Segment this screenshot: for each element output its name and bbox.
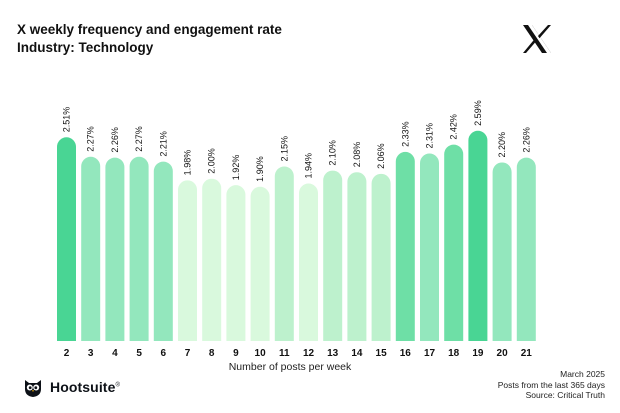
x-tick-5: 5 [136, 348, 142, 359]
footer-source: Source: Critical Truth [525, 390, 605, 400]
value-label-11: 2.15% [279, 136, 289, 162]
x-axis-label: Number of posts per week [228, 361, 352, 373]
x-tick-20: 20 [497, 348, 509, 359]
value-label-3: 2.27% [86, 126, 96, 152]
x-tick-4: 4 [112, 348, 118, 359]
footer-date: March 2025 [560, 369, 605, 379]
x-tick-17: 17 [424, 348, 436, 359]
x-tick-16: 16 [400, 348, 412, 359]
x-tick-9: 9 [233, 348, 239, 359]
value-label-18: 2.42% [449, 114, 459, 140]
x-logo-icon [523, 25, 551, 53]
x-tick-3: 3 [88, 348, 94, 359]
x-tick-15: 15 [376, 348, 388, 359]
x-tick-2: 2 [64, 348, 70, 359]
chart-title: X weekly frequency and engagement rate [17, 22, 282, 37]
x-tick-19: 19 [472, 348, 484, 359]
bar-6 [153, 161, 173, 341]
bar-10 [250, 186, 270, 341]
value-label-16: 2.33% [400, 121, 410, 147]
footer-notes: March 2025 Posts from the last 365 days … [498, 369, 605, 401]
value-label-9: 1.92% [231, 155, 241, 181]
bar-13 [323, 170, 343, 341]
hootsuite-owl-icon [25, 380, 41, 397]
value-label-14: 2.08% [352, 142, 362, 168]
value-label-8: 2.00% [207, 148, 217, 174]
bar-18 [444, 144, 464, 341]
bar-8 [202, 178, 222, 341]
value-label-15: 2.06% [376, 143, 386, 169]
bar-21 [516, 157, 536, 341]
bar-11 [274, 166, 294, 341]
value-label-5: 2.27% [134, 126, 144, 152]
bar-17 [420, 153, 439, 341]
value-label-21: 2.26% [521, 127, 531, 153]
value-label-2: 2.51% [62, 107, 72, 133]
value-label-20: 2.20% [497, 132, 507, 158]
x-tick-13: 13 [327, 348, 339, 359]
brand-logo: Hootsuite® [22, 376, 120, 398]
x-tick-11: 11 [279, 348, 290, 359]
bar-4 [105, 157, 125, 341]
bar-15 [371, 173, 391, 341]
value-label-17: 2.31% [425, 123, 435, 149]
bar-3 [81, 156, 101, 341]
bar-9 [226, 185, 246, 341]
x-tick-18: 18 [448, 348, 460, 359]
x-tick-7: 7 [185, 348, 191, 359]
x-tick-14: 14 [351, 348, 363, 359]
bar-2 [57, 137, 76, 341]
x-tick-8: 8 [209, 348, 215, 359]
bar-7 [178, 180, 197, 341]
bar-19 [468, 130, 488, 341]
value-label-13: 2.10% [328, 140, 338, 166]
bar-5 [129, 156, 149, 341]
bar-14 [347, 172, 367, 341]
x-tick-10: 10 [255, 348, 267, 359]
bar-16 [395, 151, 415, 341]
value-label-6: 2.21% [158, 131, 168, 157]
value-label-7: 1.98% [183, 150, 193, 176]
value-label-4: 2.26% [110, 127, 120, 153]
x-tick-21: 21 [521, 348, 533, 359]
x-tick-6: 6 [161, 348, 167, 359]
footer-scope: Posts from the last 365 days [497, 379, 605, 390]
bar-20 [492, 162, 512, 341]
value-label-10: 1.90% [255, 156, 265, 182]
value-label-19: 2.59% [473, 100, 483, 126]
bar-12 [299, 183, 318, 341]
brand-name: Hootsuite® [50, 379, 120, 395]
x-tick-12: 12 [303, 348, 315, 359]
value-label-12: 1.94% [304, 153, 314, 179]
chart-subtitle: Industry: Technology [17, 40, 154, 55]
